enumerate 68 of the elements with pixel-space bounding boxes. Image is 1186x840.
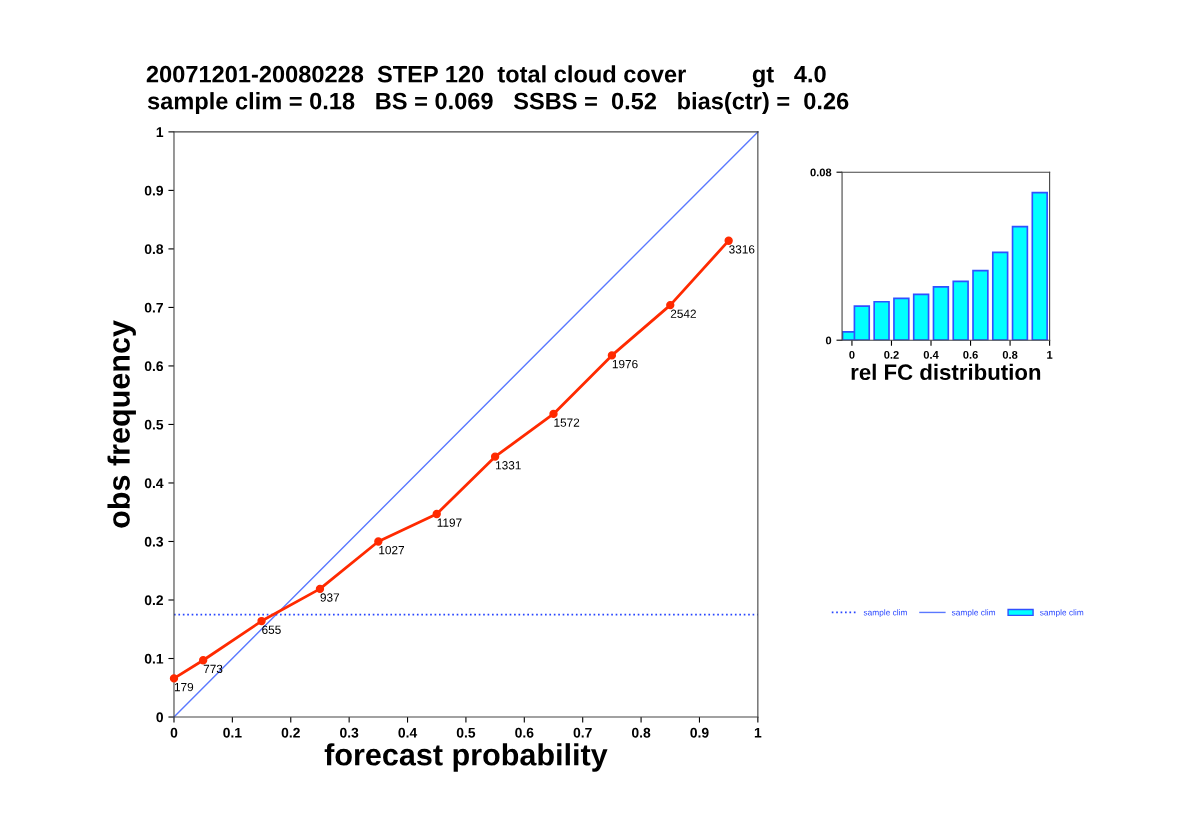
x-axis-title: rel FC distribution	[851, 363, 1041, 381]
x-tick-label: 0.4	[923, 350, 939, 359]
bar	[1031, 191, 1048, 341]
x-tick-label: 0.2	[884, 350, 899, 359]
y-tick-label: 0.9	[144, 185, 164, 196]
bar	[991, 251, 1009, 341]
chart-subtitle: sample clim = 0.18 BS = 0.069 SSBS = 0.52 bias(ctr) = 0.26	[147, 92, 849, 115]
bar	[932, 286, 950, 341]
x-tick-label: 0.3	[340, 727, 359, 738]
x-tick-label: 0.7	[573, 727, 592, 738]
annotation: 2542	[670, 309, 696, 318]
y-tick-label: 0.3	[144, 536, 164, 547]
x-axis-title: forecast probability	[324, 743, 608, 772]
point	[607, 351, 617, 360]
annotation: 3316	[729, 245, 755, 254]
annotation: 937	[320, 593, 340, 602]
y-tick-label: 0.1	[144, 653, 164, 664]
y-tick-label: 1	[156, 127, 164, 137]
point	[199, 656, 208, 665]
legend-label: sample clim	[1039, 609, 1084, 618]
y-tick-label: 0.7	[144, 302, 163, 313]
x-tick-label: 0	[170, 727, 178, 738]
y-axis-title: obs frequency	[107, 320, 136, 528]
annotation: 1197	[437, 518, 462, 527]
point	[374, 537, 383, 546]
x-tick-label: 0.8	[631, 727, 651, 738]
annotation: 1027	[379, 545, 405, 555]
x-tick-label: 0.8	[1002, 350, 1018, 359]
y-tick-label: 0.8	[144, 244, 164, 255]
point	[724, 236, 733, 245]
annotation: 655	[262, 625, 281, 634]
x-tick-label: 0.2	[281, 727, 300, 738]
point	[432, 509, 441, 519]
y-tick-label: 0.2	[144, 595, 164, 606]
point	[257, 616, 266, 626]
point	[549, 409, 558, 419]
point	[666, 300, 675, 310]
annotation: 773	[203, 664, 223, 674]
point	[315, 584, 325, 594]
point	[490, 452, 500, 461]
annotation: 179	[174, 682, 194, 692]
x-tick-label: 0	[849, 350, 855, 359]
bar	[952, 280, 969, 341]
annotation: 1976	[612, 359, 638, 369]
y-tick-label: 0.08	[810, 168, 832, 177]
annotation: 1331	[496, 461, 521, 470]
bar	[912, 293, 930, 341]
bar	[893, 297, 910, 341]
x-tick-label: 1	[754, 727, 762, 738]
y-tick-label: 0	[156, 712, 163, 723]
x-tick-label: 0.4	[398, 727, 418, 738]
chart-title: 20071201-20080228 STEP 120 total cloud cover gt 4.0	[146, 65, 826, 88]
point	[169, 674, 179, 683]
x-tick-label: 0.1	[223, 727, 242, 738]
annotation: 1572	[554, 418, 580, 427]
ref-line-label: sample clim	[863, 609, 907, 618]
bar	[873, 300, 890, 341]
y-tick-label: 0.6	[144, 361, 164, 372]
bar	[972, 269, 989, 341]
x-tick-label: 1	[1047, 351, 1053, 359]
x-tick-label: 0.5	[456, 727, 476, 738]
bar	[1011, 225, 1029, 341]
x-tick-label: 0.6	[963, 350, 978, 359]
x-tick-label: 0.9	[690, 727, 709, 738]
y-tick-label: 0.5	[144, 419, 164, 430]
y-tick-label: 0.4	[144, 478, 164, 489]
legend-label: sample clim	[951, 609, 996, 618]
x-tick-label: 0.6	[515, 727, 534, 738]
